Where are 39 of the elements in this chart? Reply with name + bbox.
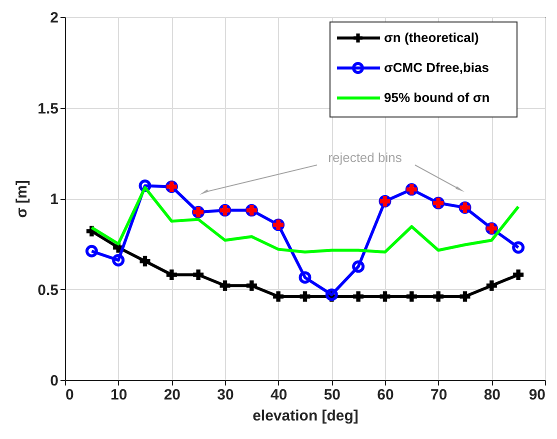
y-tick-label: 1 xyxy=(50,191,58,208)
point xyxy=(460,291,470,302)
point xyxy=(166,269,177,280)
point xyxy=(298,271,312,284)
y-axis-title: σ [m] xyxy=(14,180,31,218)
point xyxy=(193,269,204,280)
x-axis-title: elevation [deg] xyxy=(252,408,358,424)
legend-label: σn (theoretical) xyxy=(384,30,479,45)
y-tick-label: 2 xyxy=(50,10,58,26)
point xyxy=(380,291,390,302)
x-tick-label: 70 xyxy=(430,386,448,404)
point xyxy=(112,254,125,266)
point xyxy=(513,269,524,280)
x-tick-label: 10 xyxy=(110,386,128,404)
x-tick-label: 80 xyxy=(484,386,501,404)
annotation: rejected bins xyxy=(328,150,402,165)
point xyxy=(220,280,230,291)
y-tick-label: 0 xyxy=(50,372,58,390)
x-tick-label: 60 xyxy=(377,386,394,404)
point xyxy=(353,291,364,302)
legend-label: σCMC Dfree,bias xyxy=(384,60,489,75)
point xyxy=(406,291,417,302)
point xyxy=(325,288,338,301)
x-tick-label: 50 xyxy=(324,386,341,404)
point xyxy=(140,256,150,266)
point xyxy=(246,280,257,291)
point xyxy=(273,291,284,302)
x-tick-label: 40 xyxy=(270,386,288,404)
point xyxy=(486,280,497,291)
x-tick-label: 0 xyxy=(66,386,74,404)
point xyxy=(352,260,365,273)
x-tick-label: 90 xyxy=(528,386,546,404)
point xyxy=(300,291,310,302)
legend-label: 95% bound of σn xyxy=(384,90,490,105)
x-tick-label: 20 xyxy=(164,386,181,404)
y-tick-label: 0.5 xyxy=(38,282,58,299)
y-tick-label: 1.5 xyxy=(38,100,58,118)
x-tick-label: 30 xyxy=(217,386,234,404)
point xyxy=(433,291,444,302)
